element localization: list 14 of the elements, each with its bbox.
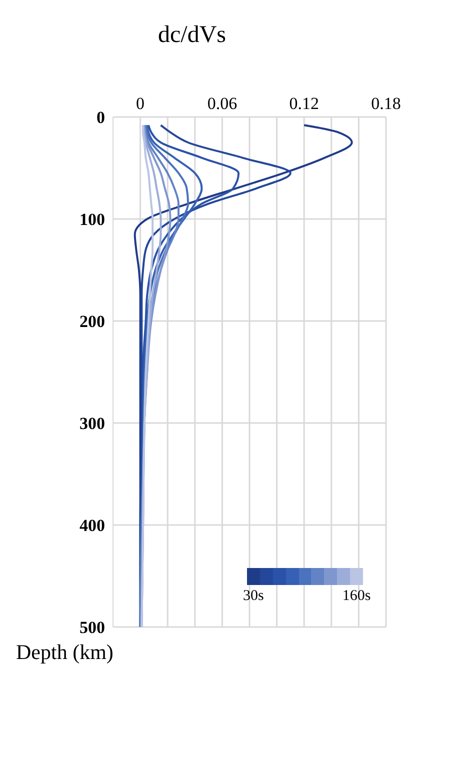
x-tick-label: 0.18 [371,94,401,113]
x-tick-label: 0.06 [207,94,238,113]
y-tick-label: 400 [80,516,105,536]
y-tick-label: 100 [80,210,105,230]
y-tick-label: 300 [80,414,105,434]
x-axis-title: dc/dVs [158,22,226,49]
y-axis-title: Depth (km) [16,640,114,665]
legend-label: 30s [243,588,264,605]
text: 160s [342,588,371,605]
y-tick-label: 200 [80,312,105,332]
x-tick-label: 0 [136,94,145,113]
y-tick-label: 500 [80,618,105,638]
x-tick-label: 0.12 [289,94,319,113]
y-tick-label: 0 [96,108,105,128]
